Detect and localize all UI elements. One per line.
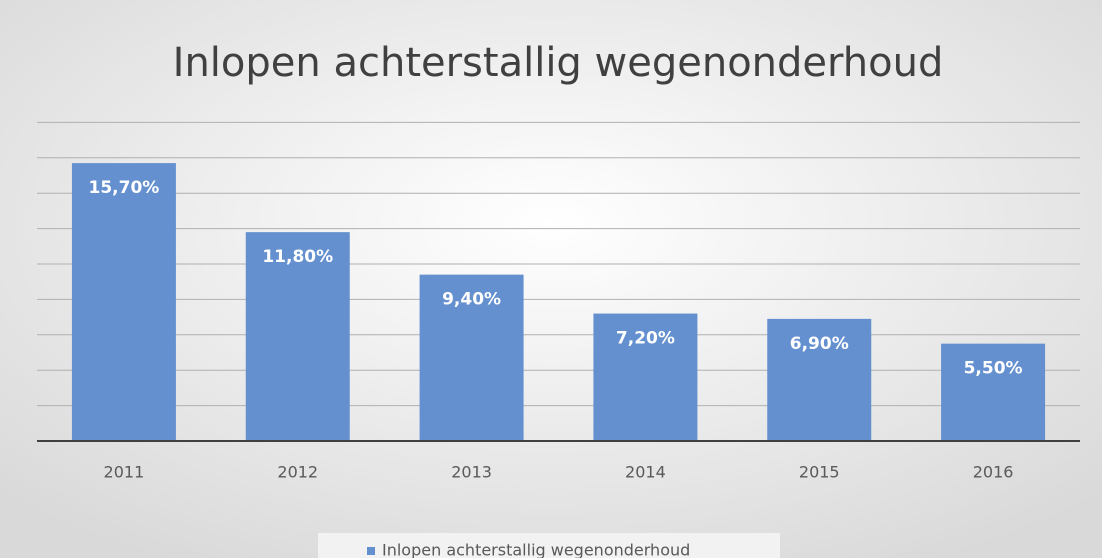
bar xyxy=(941,343,1046,441)
data-label: 15,70% xyxy=(89,178,160,198)
bar xyxy=(767,318,872,441)
x-tick-label: 2012 xyxy=(277,463,318,482)
x-tick-label: 2014 xyxy=(625,463,666,482)
bar xyxy=(245,232,350,441)
data-label: 5,50% xyxy=(964,359,1023,379)
data-label: 7,20% xyxy=(616,329,675,349)
x-tick-label: 2013 xyxy=(451,463,492,482)
bar xyxy=(419,274,524,441)
bar xyxy=(71,163,176,442)
x-tick-label: 2015 xyxy=(799,463,840,482)
x-tick-label: 2011 xyxy=(104,463,145,482)
bar xyxy=(593,313,698,441)
legend-swatch xyxy=(367,547,375,555)
legend-label: Inlopen achterstallig wegenonderhoud xyxy=(382,541,690,558)
legend-box xyxy=(318,533,780,558)
data-label: 11,80% xyxy=(262,247,333,267)
x-tick-label: 2016 xyxy=(973,463,1014,482)
data-label: 6,90% xyxy=(790,334,849,354)
chart-title: Inlopen achterstallig wegenonderhoud xyxy=(173,40,944,86)
legend: Inlopen achterstallig wegenonderhoud xyxy=(318,533,780,558)
data-label: 9,40% xyxy=(442,290,501,310)
